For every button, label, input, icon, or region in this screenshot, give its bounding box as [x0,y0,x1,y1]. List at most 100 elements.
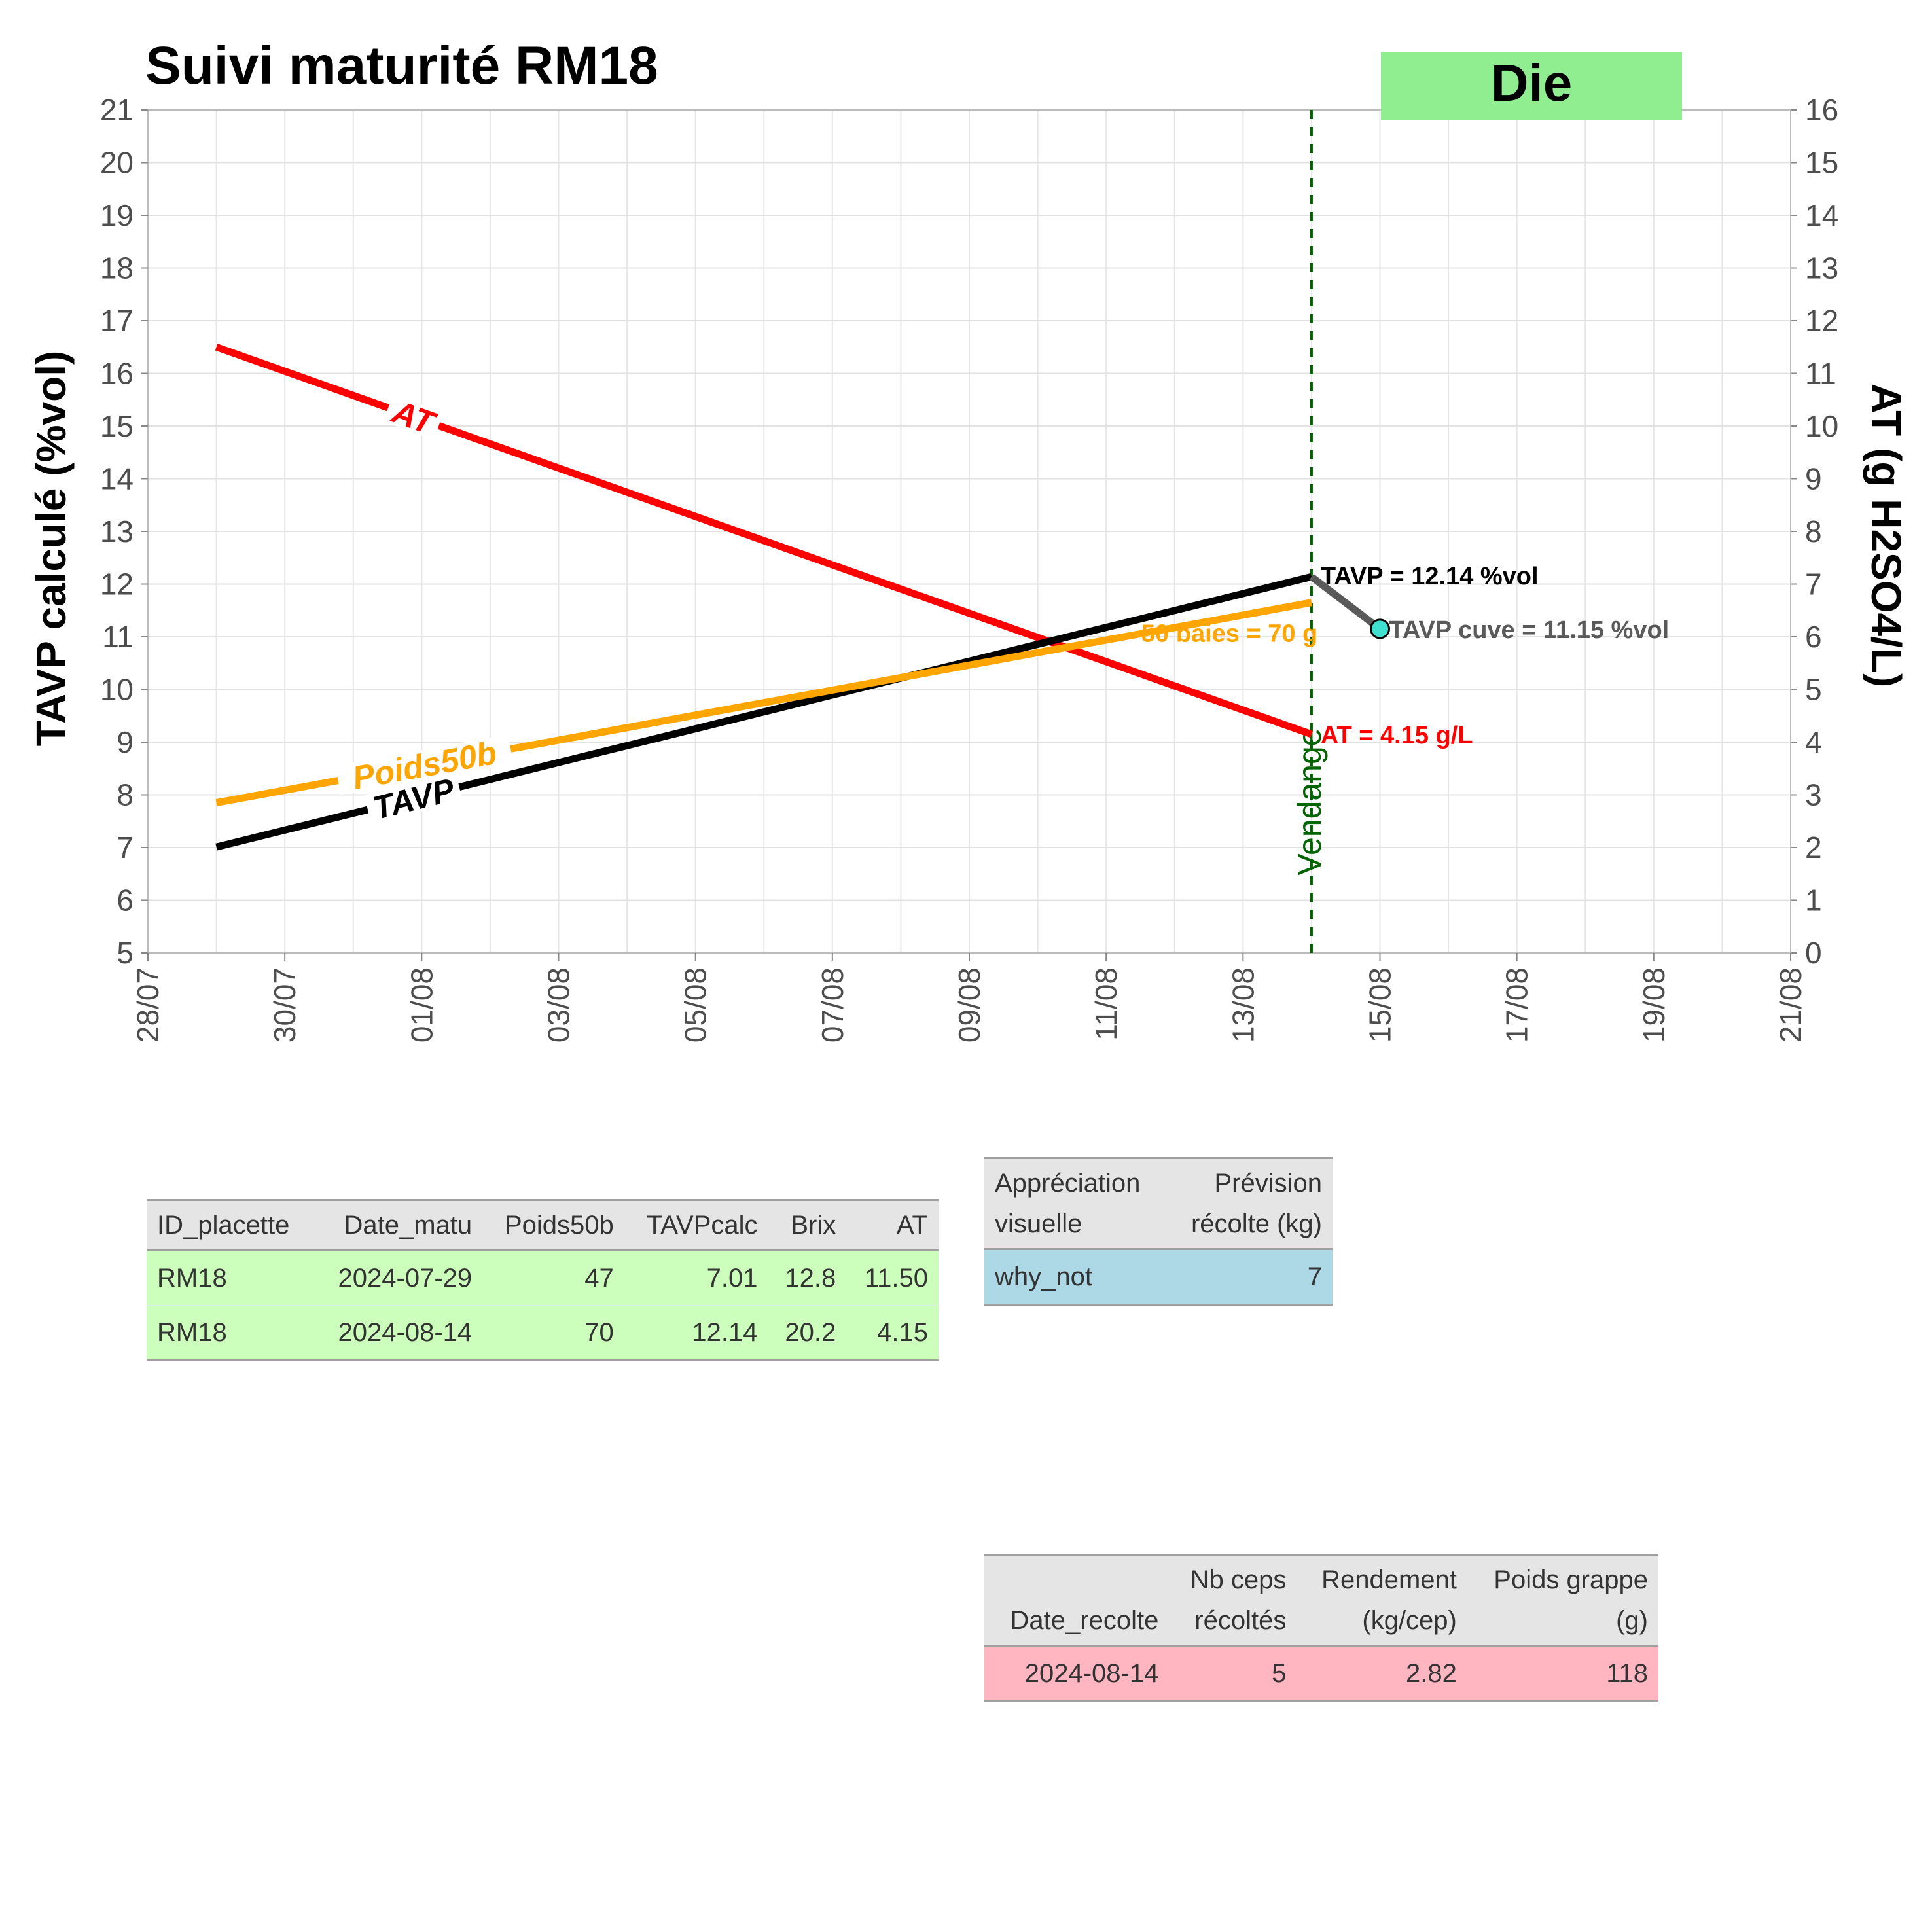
col-header-line: Appréciation [995,1169,1141,1198]
x-tick-label: 21/08 [1774,967,1808,1043]
table-row: RM18 2024-07-29 47 7.01 12.8 11.50 [147,1250,939,1306]
x-tick-label: 07/08 [815,967,850,1043]
table-cell: 2024-08-14 [984,1645,1170,1702]
y2-tick-label: 13 [1805,251,1838,285]
table-row: 2024-08-14 5 2.82 118 [984,1645,1658,1702]
y2-tick-label: 3 [1805,778,1822,812]
table-cell: RM18 [147,1305,314,1361]
x-tick-label: 15/08 [1363,967,1397,1043]
y2-tick-label: 11 [1805,357,1836,391]
series-label-gap [364,772,463,824]
y-tick-label: 12 [100,567,134,601]
col-header-line: récolte (kg) [1190,1209,1322,1238]
y-tick-label: 13 [100,514,134,548]
y2-tick-label: 14 [1805,198,1838,232]
axes: 5 6 7 8 9 10 11 12 13 14 15 16 17 18 19 20 21 0 12 3 4 5 6 7 8 9 1… [100,93,1838,1043]
table-cell: 12.8 [768,1250,847,1306]
col-header: Date_recolte [984,1554,1170,1646]
table-cell: 118 [1467,1645,1658,1702]
y-tick-label: 16 [100,357,134,391]
y2-tick-label: 4 [1805,725,1822,759]
col-header-line: Nb ceps [1190,1565,1287,1594]
y-axis-label: TAVP calculé (%vol) [27,351,75,747]
col-header-line: Date_recolte [1010,1606,1159,1635]
col-header-line: visuelle [995,1209,1082,1238]
y-tick-label: 20 [100,146,134,180]
table-row: why_not 7 [984,1249,1333,1305]
x-tick-label: 11/08 [1089,967,1123,1041]
x-tick-label: 17/08 [1500,967,1534,1043]
x-tick-label: 28/07 [131,967,165,1043]
cuve-line [1309,573,1382,632]
table-cell: 47 [482,1250,624,1306]
series-end-label-poids50b: 50 baies = 70 g [1141,620,1317,648]
y-tick-label: 18 [100,251,134,285]
grid-lines [147,109,1791,954]
y-tick-label: 9 [116,725,134,759]
series-end-label-tavp: TAVP = 12.14 %vol [1321,563,1539,590]
y-tick-label: 17 [100,304,134,338]
col-header: AT [846,1200,939,1251]
y-tick-label: 8 [116,778,134,812]
table-cell: 7.01 [624,1250,768,1306]
table-cell: 12.14 [624,1305,768,1361]
y2-tick-label: 0 [1805,936,1822,970]
col-header: TAVPcalc [624,1200,768,1251]
y2-tick-label: 12 [1805,304,1838,338]
col-header: Date_matu [313,1200,483,1251]
series-end-label-at: AT = 4.15 g/L [1321,722,1473,749]
y2-tick-label: 10 [1805,409,1838,443]
col-header-line: (kg/cep) [1362,1606,1457,1635]
maturity-table: ID_placette Date_matu Poids50b TAVPcalc … [147,1199,939,1361]
visual-table-header: Appréciation visuelle Prévision récolte … [984,1158,1333,1249]
col-header-line: (g) [1616,1606,1648,1635]
vendange-label: Vendange [1291,728,1328,875]
maturity-chart: 5 6 7 8 9 10 11 12 13 14 15 16 17 18 19 20 21 0 12 3 4 5 6 7 8 9 1… [27,36,1910,1043]
col-header-line: Poids grappe [1494,1565,1648,1594]
col-header-line: récoltés [1194,1606,1287,1635]
col-header: Poids grappe (g) [1467,1554,1658,1646]
y-tick-label: 11 [102,620,134,654]
x-tick-label: 13/08 [1226,967,1260,1043]
y2-tick-label: 2 [1805,831,1822,865]
y2-tick-label: 8 [1805,514,1822,548]
y-tick-label: 14 [100,462,134,496]
y-tick-label: 19 [100,198,134,232]
table-cell: 4.15 [846,1305,939,1361]
col-header: Brix [768,1200,847,1251]
y2-tick-label: 16 [1805,93,1838,127]
y2-axis-label: AT (g H2SO4/L) [1863,384,1910,688]
col-header: Nb ceps récoltés [1169,1554,1297,1646]
y2-tick-label: 6 [1805,620,1822,654]
table-cell: 2024-08-14 [313,1305,483,1361]
col-header: Poids50b [482,1200,624,1251]
col-header-line: Rendement [1321,1565,1457,1594]
table-cell: 5 [1169,1645,1297,1702]
y-tick-label: 7 [116,831,134,865]
x-tick-label: 19/08 [1637,967,1671,1043]
cuve-label: TAVP cuve = 11.15 %vol [1389,617,1670,644]
table-cell: RM18 [147,1250,314,1306]
table-cell: 7 [1166,1249,1333,1305]
col-header: Appréciation visuelle [984,1158,1167,1249]
y-tick-label: 15 [100,409,134,443]
x-tick-label: 09/08 [952,967,986,1043]
y2-tick-label: 7 [1805,567,1822,601]
chart-title: Suivi maturité RM18 [145,36,658,96]
y-tick-label: 6 [116,884,134,918]
y2-tick-label: 5 [1805,673,1822,707]
table-cell: 70 [482,1305,624,1361]
x-tick-label: 01/08 [404,967,438,1043]
col-header: ID_placette [147,1200,314,1251]
y-tick-label: 5 [116,936,134,970]
y-tick-label: 21 [100,93,134,127]
y2-tick-label: 9 [1805,462,1822,496]
series-label-gap [383,393,444,440]
col-header: Rendement (kg/cep) [1297,1554,1467,1646]
x-tick-label: 03/08 [542,967,576,1043]
table-row: RM18 2024-08-14 70 12.14 20.2 4.15 [147,1305,939,1361]
col-header-line: Prévision [1214,1169,1322,1198]
y2-tick-label: 15 [1805,146,1838,180]
maturity-table-header: ID_placette Date_matu Poids50b TAVPcalc … [147,1200,939,1251]
visual-table: Appréciation visuelle Prévision récolte … [984,1157,1333,1306]
